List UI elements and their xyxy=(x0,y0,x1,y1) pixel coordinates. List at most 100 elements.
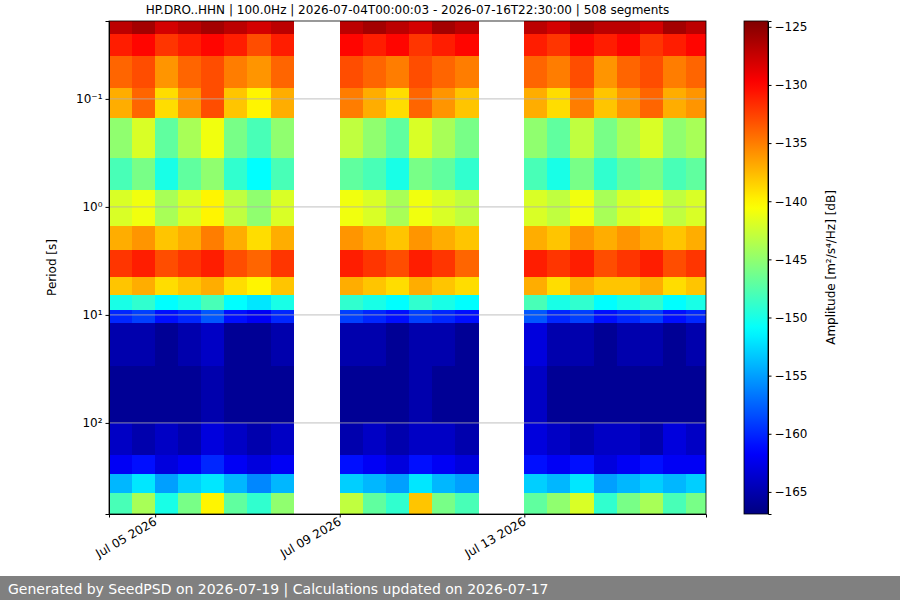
colorbar-tick: −165 xyxy=(768,485,807,499)
psd-cell xyxy=(247,277,271,295)
psd-cell xyxy=(132,56,156,89)
psd-cell xyxy=(201,21,225,34)
psd-cell xyxy=(547,277,571,295)
psd-cell xyxy=(340,310,364,324)
psd-cell xyxy=(617,34,641,57)
psd-cell xyxy=(455,295,479,311)
colorbar-tick-mark xyxy=(768,201,772,202)
psd-cell xyxy=(640,56,664,89)
psd-cell xyxy=(178,250,202,278)
psd-cell xyxy=(132,158,156,191)
psd-cell xyxy=(386,455,410,475)
psd-cell xyxy=(386,190,410,226)
psd-cell xyxy=(247,295,271,311)
psd-cell xyxy=(547,250,571,278)
psd-cell xyxy=(271,226,295,250)
psd-cell xyxy=(132,190,156,226)
psd-cell xyxy=(617,190,641,226)
psd-cell xyxy=(155,277,179,295)
psd-cell xyxy=(663,323,687,366)
psd-cell xyxy=(547,310,571,324)
colorbar-axis-line xyxy=(769,22,772,515)
x-tick: Jul 13 2026 xyxy=(462,514,529,561)
psd-cell xyxy=(109,455,133,475)
psd-cell xyxy=(271,190,295,226)
psd-cell xyxy=(455,423,479,456)
psd-cell xyxy=(640,34,664,57)
psd-cell xyxy=(271,277,295,295)
psd-cell xyxy=(640,423,664,456)
psd-cell xyxy=(547,295,571,311)
psd-cell xyxy=(663,226,687,250)
psd-cell xyxy=(570,277,594,295)
psd-cell xyxy=(409,226,433,250)
psd-cell xyxy=(109,118,133,158)
psd-cell xyxy=(363,158,387,191)
colorbar-tick-mark xyxy=(768,143,772,144)
psd-cell xyxy=(224,493,248,514)
psd-cell xyxy=(178,455,202,475)
psd-cell xyxy=(409,295,433,311)
colorbar-tick-label: −135 xyxy=(775,136,808,150)
psd-cell xyxy=(686,366,706,423)
psd-cell xyxy=(432,226,456,250)
psd-cell xyxy=(547,226,571,250)
psd-cell xyxy=(132,34,156,57)
x-tick-mark xyxy=(340,514,341,518)
y-tick-label: 10¹ xyxy=(82,308,102,322)
psd-cell xyxy=(132,295,156,311)
psd-cell xyxy=(247,226,271,250)
psd-cell xyxy=(432,474,456,494)
psd-cell xyxy=(201,423,225,456)
psd-cell xyxy=(409,56,433,89)
psd-cell xyxy=(455,88,479,118)
psd-cell xyxy=(340,158,364,191)
psd-cell xyxy=(640,474,664,494)
psd-cell xyxy=(247,323,271,366)
psd-cell xyxy=(524,158,548,191)
psd-cell xyxy=(271,21,295,34)
psd-cell xyxy=(686,474,706,494)
psd-cell xyxy=(570,250,594,278)
psd-cell xyxy=(247,366,271,423)
psd-cell xyxy=(224,88,248,118)
psd-cell xyxy=(271,323,295,366)
colorbar-tick: −135 xyxy=(768,136,807,150)
psd-cell xyxy=(224,190,248,226)
psd-cell xyxy=(178,277,202,295)
psd-cell xyxy=(409,277,433,295)
psd-cell xyxy=(432,295,456,311)
psd-cell xyxy=(594,226,618,250)
psd-cell xyxy=(432,366,456,423)
psd-cell xyxy=(201,226,225,250)
colorbar-tick-label: −130 xyxy=(775,78,808,92)
colorbar-tick: −155 xyxy=(768,369,807,383)
psd-cell xyxy=(224,295,248,311)
psd-cell xyxy=(570,323,594,366)
psd-cell xyxy=(155,493,179,514)
psd-cell xyxy=(524,423,548,456)
grid-line xyxy=(109,98,706,99)
psd-cell xyxy=(247,474,271,494)
psd-cell xyxy=(224,310,248,324)
psd-cell xyxy=(409,323,433,366)
psd-cell xyxy=(155,21,179,34)
psd-cell xyxy=(640,366,664,423)
psd-cell xyxy=(524,226,548,250)
psd-cell xyxy=(455,56,479,89)
psd-cell xyxy=(271,455,295,475)
psd-cell xyxy=(663,295,687,311)
colorbar-tick-mark xyxy=(768,434,772,435)
psd-cell xyxy=(271,493,295,514)
psd-cell xyxy=(432,118,456,158)
footer-band xyxy=(0,576,900,600)
psd-cell xyxy=(340,88,364,118)
chart: Jul 05 2026Jul 09 2026Jul 13 202610⁻¹10⁰… xyxy=(0,0,900,600)
psd-cell xyxy=(271,118,295,158)
psd-cell xyxy=(432,190,456,226)
psd-cell xyxy=(686,34,706,57)
psd-cell xyxy=(132,455,156,475)
psd-cell xyxy=(663,277,687,295)
psd-cell xyxy=(570,56,594,89)
psd-cell xyxy=(455,366,479,423)
